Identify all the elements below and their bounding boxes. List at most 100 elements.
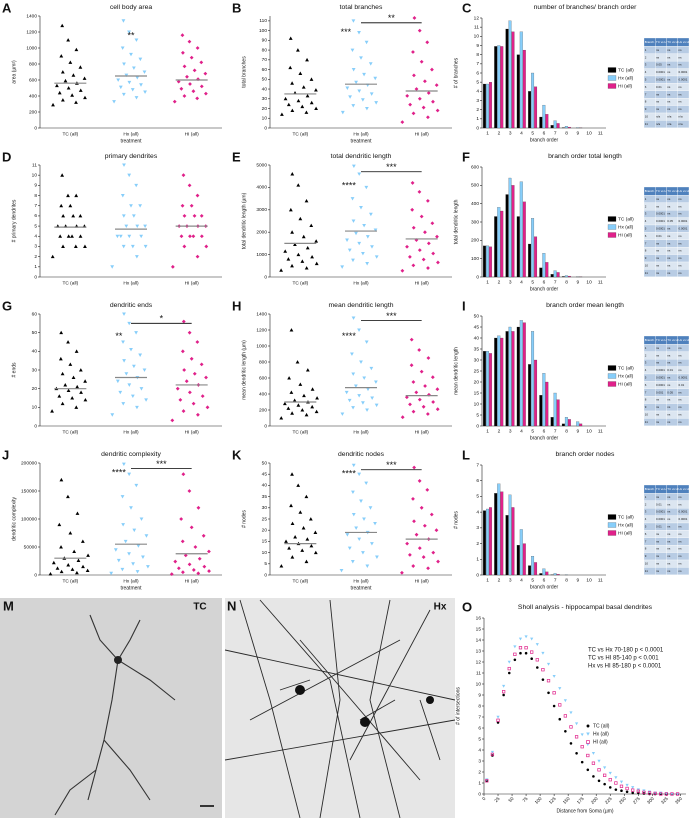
table-text: 2 [645,55,647,59]
table-header: Branch order [645,189,662,193]
x-axis-label: treatment [120,585,142,591]
bar [556,574,560,576]
x-tick-label: 11 [598,577,603,583]
point [362,517,366,521]
table-text: 1 [645,495,647,499]
point [351,164,356,169]
y-tick-label: 10 [476,681,482,687]
point [143,244,148,249]
table-text: ns [679,405,683,409]
point [76,558,81,562]
point [124,372,129,376]
table-text: 0.01 [667,368,673,372]
table-text: ns [667,346,671,350]
point [425,40,430,45]
legend-label: HI (all) [618,232,633,238]
point [188,82,192,86]
point [412,73,416,78]
point [637,791,640,795]
point [490,750,495,754]
legend-swatch [607,381,617,387]
table-text: ns [667,510,671,514]
legend-label: Hx (all) [618,522,634,528]
point [298,382,303,386]
point [181,472,186,477]
point [631,786,635,789]
y-tick-label: 11 [474,24,479,30]
x-tick-label: 5 [531,428,534,434]
table-header: Branch order [645,40,662,44]
point [340,110,345,115]
point [72,549,77,553]
point [74,193,79,198]
point [78,234,83,238]
panel-title: mean dendritic length [329,302,394,309]
table-text: ns [667,70,671,74]
point [182,94,187,98]
point [124,73,129,78]
x-tick-label: 3 [509,577,512,583]
panel-title: cell body area [110,4,153,11]
point [535,658,539,662]
bar [550,125,554,129]
table-text: 0.0001 [656,77,665,81]
point [569,711,573,715]
point [290,81,295,85]
point [132,364,136,369]
point [121,92,126,97]
y-tick-label: 1 [34,264,37,270]
table-text: ns [667,420,671,424]
point [305,93,310,98]
point [139,517,144,521]
bar [505,28,509,129]
point [314,106,319,111]
point [66,234,71,238]
y-tick-label: 30 [32,367,38,373]
point [187,489,192,493]
point [485,779,489,783]
point [309,77,314,81]
x-tick-label: 6 [543,279,546,285]
point [625,790,629,794]
point [135,405,139,410]
point [109,571,114,576]
point [203,71,208,76]
bar [494,46,498,129]
point [187,330,192,335]
x-tick-label: 6 [543,130,546,136]
bar [534,359,538,427]
point [417,397,422,402]
table-text: ns [679,398,683,402]
point [354,231,358,236]
point [597,779,601,783]
table-text: ns [667,212,671,216]
point [436,559,440,564]
point [314,88,318,92]
y-tick-label: 5 [34,223,37,229]
point [580,733,584,737]
table-text: 7 [645,390,647,394]
point [75,511,80,515]
panel-title: branch order total length [548,153,622,160]
point [368,62,373,66]
table-text: 3 [645,361,647,365]
point [414,532,419,537]
point [425,198,430,203]
y-tick-label: 25 [262,516,268,522]
table-text: ns [656,241,660,245]
point [369,92,374,96]
y-axis-label: total dendritic length [453,199,459,244]
point [134,183,139,188]
y-tick-label: 10 [262,550,268,556]
x-axis-label: treatment [120,138,142,144]
x-tick-label: 9 [576,577,579,583]
point [120,567,125,572]
point [507,671,511,675]
bar [564,275,568,278]
y-tick-label: 0 [264,572,267,578]
point [181,319,186,324]
table-text: 0.05 [656,63,662,67]
point [127,173,132,178]
y-tick-label: 3 [476,525,479,531]
point [78,214,83,218]
